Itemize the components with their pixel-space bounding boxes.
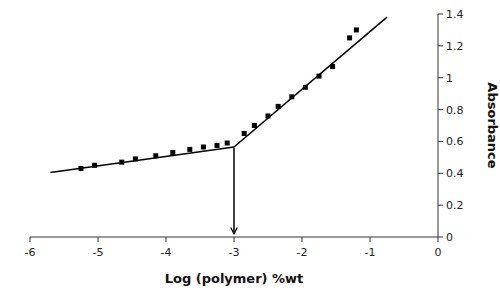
scatter-point	[276, 104, 281, 109]
scatter-point	[303, 85, 308, 90]
scatter-point	[317, 74, 322, 79]
x-tick	[438, 237, 439, 242]
y-tick	[438, 173, 443, 174]
axes: -6 -5 -4 -3 -2 -1 00 0.2 0.4 0.6 0.8 1 1.2 1.4	[25, 8, 464, 259]
scatter-point	[252, 123, 257, 128]
x-tick	[98, 237, 99, 242]
y-tick-label: 0.6	[446, 135, 464, 148]
y-tick-label: 1	[446, 72, 453, 85]
x-tick-label: -2	[297, 246, 308, 259]
y-tick-label: 0	[446, 231, 453, 244]
scatter-point	[201, 145, 206, 150]
scatter-point	[119, 160, 124, 165]
y-tick	[438, 205, 443, 206]
y-tick	[438, 14, 443, 15]
x-tick	[234, 237, 235, 242]
scatter-point	[242, 131, 247, 136]
y-tick-label: 1.4	[446, 8, 464, 21]
scatter-point	[289, 94, 294, 99]
scatter-point	[330, 64, 335, 69]
scatter-point	[266, 113, 271, 118]
y-tick	[438, 77, 443, 78]
y-tick	[438, 141, 443, 142]
scatter-point	[354, 27, 359, 32]
x-tick	[370, 237, 371, 242]
y-tick-label: 1.2	[446, 40, 464, 53]
y-axis-label: Absorbance	[485, 82, 500, 168]
x-tick-label: 0	[435, 246, 442, 259]
x-tick-label: -1	[365, 246, 376, 259]
x-axis-label: Log (polymer) %wt	[165, 271, 304, 286]
x-tick-label: -4	[161, 246, 172, 259]
arrow	[233, 148, 235, 234]
y-tick-label: 0.8	[446, 104, 464, 117]
x-tick	[302, 237, 303, 242]
plot-area	[50, 17, 387, 234]
y-tick	[438, 237, 443, 238]
y-tick-label: 0.4	[446, 167, 464, 180]
x-tick	[166, 237, 167, 242]
scatter-point	[347, 35, 352, 40]
fit-line	[234, 17, 387, 147]
scatter-point	[215, 143, 220, 148]
scatter-point	[133, 156, 138, 161]
x-tick-label: -6	[25, 246, 36, 259]
x-tick-label: -5	[93, 246, 104, 259]
x-tick	[30, 237, 31, 242]
y-tick	[438, 45, 443, 46]
scatter-point	[225, 141, 230, 146]
y-tick-label: 0.2	[446, 199, 464, 212]
scatter-point	[153, 153, 158, 158]
chart: -6 -5 -4 -3 -2 -1 00 0.2 0.4 0.6 0.8 1 1.2 1.4 Log (po…	[0, 0, 500, 295]
y-axis-line	[438, 14, 439, 237]
fit-line	[50, 147, 234, 172]
x-tick-label: -3	[229, 246, 240, 259]
scatter-point	[170, 150, 175, 155]
scatter-point	[92, 163, 97, 168]
scatter-point	[79, 166, 84, 171]
y-tick	[438, 109, 443, 110]
scatter-point	[187, 147, 192, 152]
